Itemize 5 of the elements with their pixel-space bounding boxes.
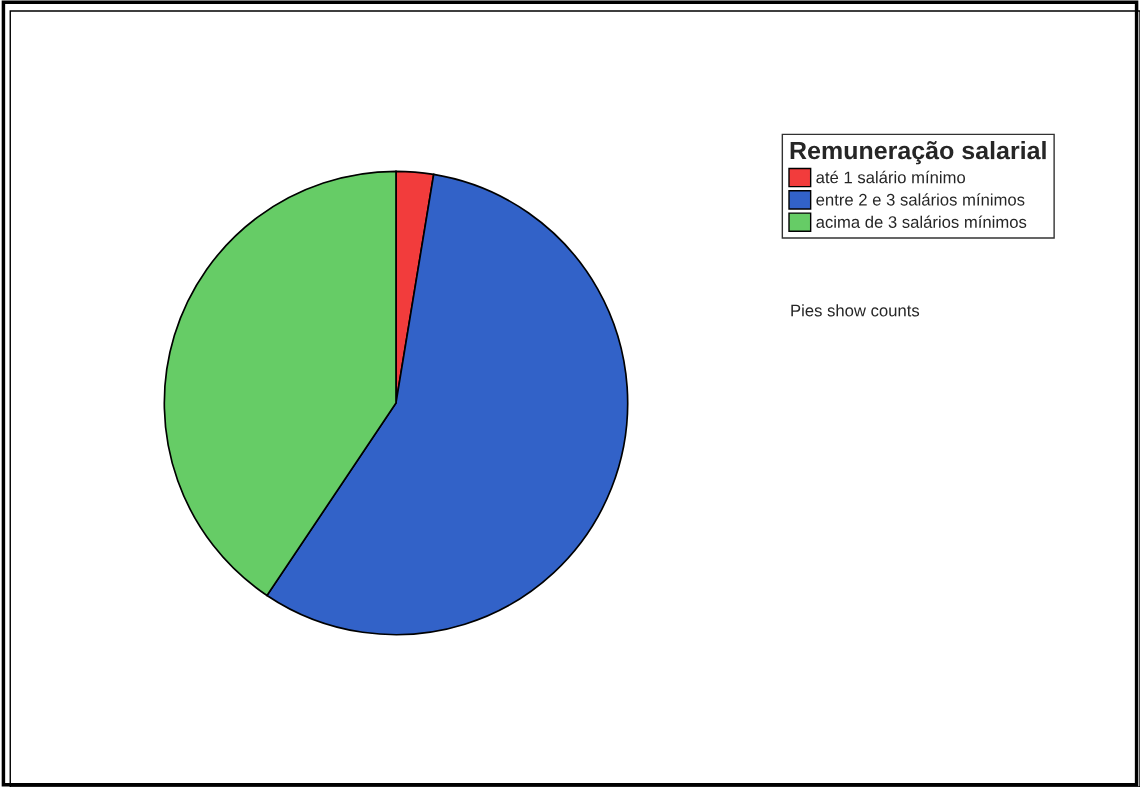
legend-label: até 1 salário mínimo [816,170,966,184]
legend-title: Remuneração salarial [790,141,1046,165]
text: Pies show counts [791,304,920,317]
legend-label: entre 2 e 3 salários mínimos [816,193,1025,206]
legend-label: acima de 3 salários mínimos [816,215,1027,228]
